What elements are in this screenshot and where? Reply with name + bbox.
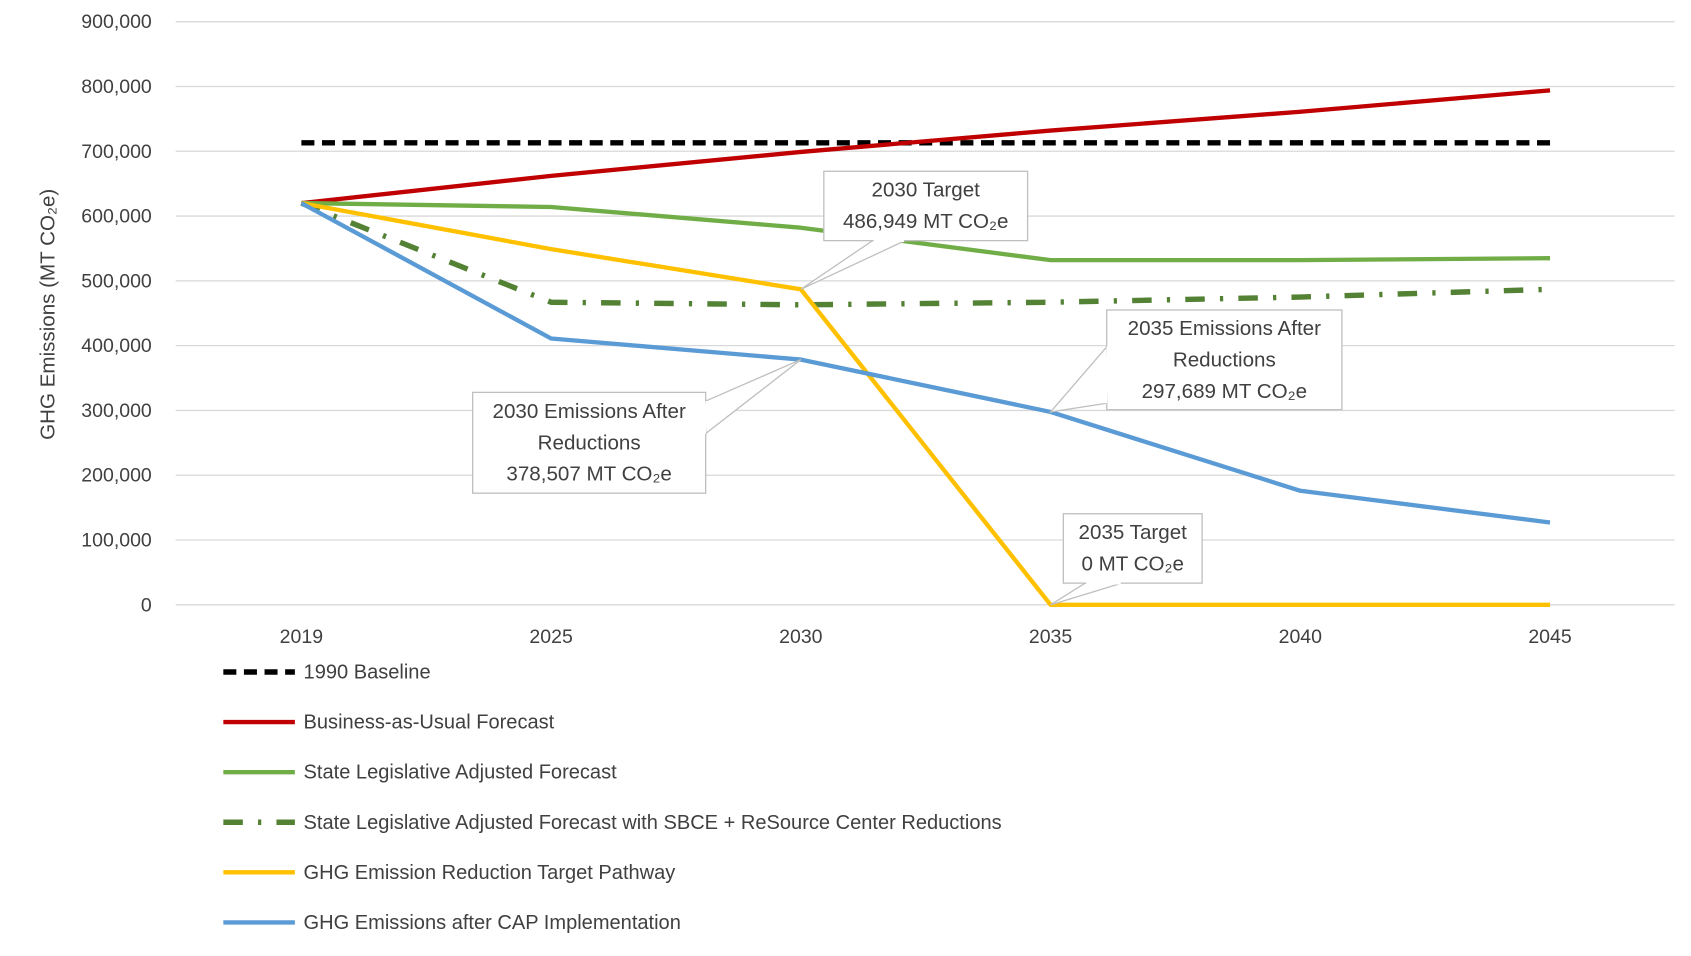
legend-item: Business-as-Usual Forecast	[223, 712, 555, 734]
annotation-text: 2030 Emissions After	[493, 400, 686, 423]
callout-box	[823, 170, 1029, 242]
y-tick-label: 0	[141, 594, 152, 616]
annotation-text: 2035 Target	[1079, 521, 1188, 544]
y-tick-label: 400,000	[81, 335, 152, 357]
annotation-text: 378,507 MT CO₂e	[506, 463, 671, 486]
annotation-text: 486,949 MT CO₂e	[843, 210, 1008, 233]
y-tick-label: 800,000	[81, 76, 152, 98]
series-lines	[300, 88, 1551, 607]
legend-label: Business-as-Usual Forecast	[304, 712, 555, 734]
legend-label: GHG Emission Reduction Target Pathway	[304, 862, 676, 884]
callout-pointer	[705, 358, 802, 435]
y-axis-ticks: 0 100,000 200,000 300,000 400,000 500,000 600,…	[81, 11, 152, 616]
annotation-callout: 2030 Emissions After Reductions 378,507 MT…	[471, 358, 802, 494]
annotation-text: Reductions	[1173, 348, 1276, 371]
callout-pointer	[800, 239, 906, 290]
y-tick-label: 900,000	[81, 11, 152, 33]
gridlines	[175, 21, 1675, 606]
legend-label: 1990 Baseline	[304, 662, 431, 684]
annotation-text: 2030 Target	[872, 179, 981, 202]
x-tick-label: 2040	[1279, 626, 1323, 648]
legend-label: GHG Emissions after CAP Implementation	[304, 912, 681, 934]
annotation-text: 0 MT CO₂e	[1081, 553, 1184, 576]
y-tick-label: 100,000	[81, 530, 152, 552]
x-tick-label: 2019	[280, 626, 323, 648]
annotation-text: 2035 Emissions After	[1128, 317, 1321, 340]
callout-joint	[1104, 346, 1110, 404]
y-tick-label: 600,000	[81, 206, 152, 228]
series-line-4	[300, 200, 1551, 308]
legend: 1990 Baseline Business-as-Usual Forecast S…	[223, 662, 1002, 934]
legend-label: State Legislative Adjusted Forecast	[304, 762, 618, 784]
series-line-2	[301, 88, 1551, 206]
y-axis-label: GHG Emissions (MT CO₂e)	[36, 189, 59, 440]
legend-item: 1990 Baseline	[223, 662, 431, 684]
legend-item: GHG Emission Reduction Target Pathway	[223, 862, 675, 884]
annotation-callout: 2030 Target 486,949 MT CO₂e	[800, 170, 1029, 290]
x-tick-label: 2030	[779, 626, 823, 648]
y-tick-label: 200,000	[81, 465, 152, 487]
x-axis-ticks: 2019 2025 2030 2035 2040 2045	[280, 626, 1572, 648]
y-tick-label: 300,000	[81, 400, 152, 422]
callout-pointer	[1048, 345, 1108, 413]
callout-box	[1062, 513, 1203, 584]
x-tick-label: 2045	[1528, 626, 1572, 648]
x-tick-label: 2035	[1029, 626, 1073, 648]
series-line-5	[300, 200, 1551, 607]
annotation-text: Reductions	[538, 431, 641, 454]
legend-item: GHG Emissions after CAP Implementation	[223, 912, 681, 934]
annotation-callout: 2035 Target 0 MT CO₂e	[1050, 513, 1203, 606]
callout-joint	[703, 400, 709, 434]
series-line-3	[301, 200, 1551, 263]
annotation-text: 297,689 MT CO₂e	[1142, 380, 1307, 403]
legend-item: State Legislative Adjusted Forecast	[223, 762, 617, 784]
y-tick-label: 500,000	[81, 270, 152, 292]
callout-pointer	[1050, 582, 1123, 606]
legend-item: State Legislative Adjusted Forecast with…	[223, 812, 1002, 834]
annotations: 2030 Target 486,949 MT CO₂e 2030 Emissions…	[471, 170, 1343, 606]
annotation-callout: 2035 Emissions After Reductions 297,689 MT…	[1048, 309, 1343, 413]
x-tick-label: 2025	[529, 626, 573, 648]
legend-label: State Legislative Adjusted Forecast with…	[304, 812, 1002, 834]
y-tick-label: 700,000	[81, 141, 152, 163]
callout-box	[1106, 309, 1343, 411]
callout-box	[471, 391, 707, 494]
series-line-6	[300, 201, 1551, 525]
